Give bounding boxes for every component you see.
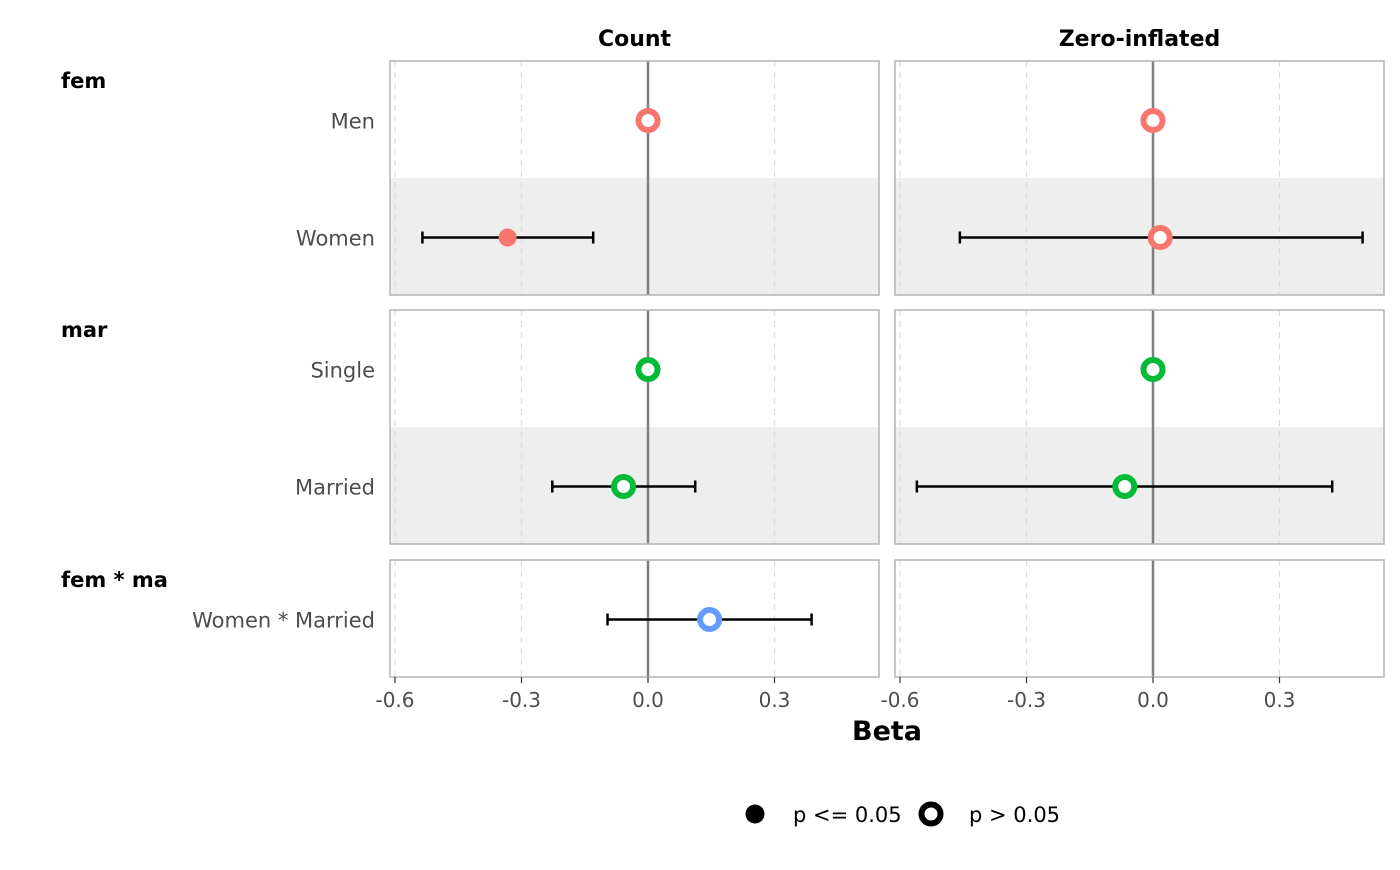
x-tick-label: -0.3: [1007, 688, 1046, 712]
estimate-point-significant: [498, 228, 517, 247]
panel-border: [894, 60, 1385, 296]
term-label: Married: [295, 476, 375, 500]
x-tick-label: -0.6: [880, 688, 919, 712]
x-tick-label: 0.0: [1137, 688, 1169, 712]
estimate-point-nonsignificant: [635, 108, 661, 133]
panel-border: [389, 60, 880, 296]
legend-label: p > 0.05: [969, 803, 1060, 827]
x-tick-label: -0.6: [375, 688, 414, 712]
panel-border: [894, 309, 1385, 545]
group-label: fem * ma: [61, 568, 168, 592]
estimate-point-nonsignificant: [697, 607, 723, 632]
x-tick-label: -0.3: [502, 688, 541, 712]
x-tick-label: 0.0: [632, 688, 664, 712]
estimate-point-nonsignificant: [1140, 108, 1166, 133]
term-label: Single: [310, 359, 375, 383]
estimate-point-nonsignificant: [1147, 225, 1173, 250]
x-axis-title: Beta: [852, 716, 922, 747]
estimate-point-nonsignificant: [635, 357, 661, 382]
facet-label-zero-inflated: Zero-inflated: [1059, 27, 1221, 52]
panel-border: [389, 559, 880, 678]
x-tick-label: 0.3: [1264, 688, 1296, 712]
term-label: Women * Married: [192, 609, 375, 633]
legend-key-hollow: [918, 801, 944, 827]
group-label: fem: [61, 69, 106, 93]
facet-label-count: Count: [598, 27, 672, 52]
term-label: Men: [331, 110, 375, 134]
estimate-point-nonsignificant: [1140, 357, 1166, 382]
estimate-point-nonsignificant: [1112, 474, 1138, 499]
group-label: mar: [61, 318, 108, 342]
legend-key-filled: [745, 804, 765, 824]
panel-border: [389, 309, 880, 545]
legend-label: p <= 0.05: [793, 803, 902, 827]
term-label: Women: [296, 227, 375, 251]
estimate-point-nonsignificant: [611, 474, 637, 499]
x-tick-label: 0.3: [759, 688, 791, 712]
panel-border: [894, 559, 1385, 678]
